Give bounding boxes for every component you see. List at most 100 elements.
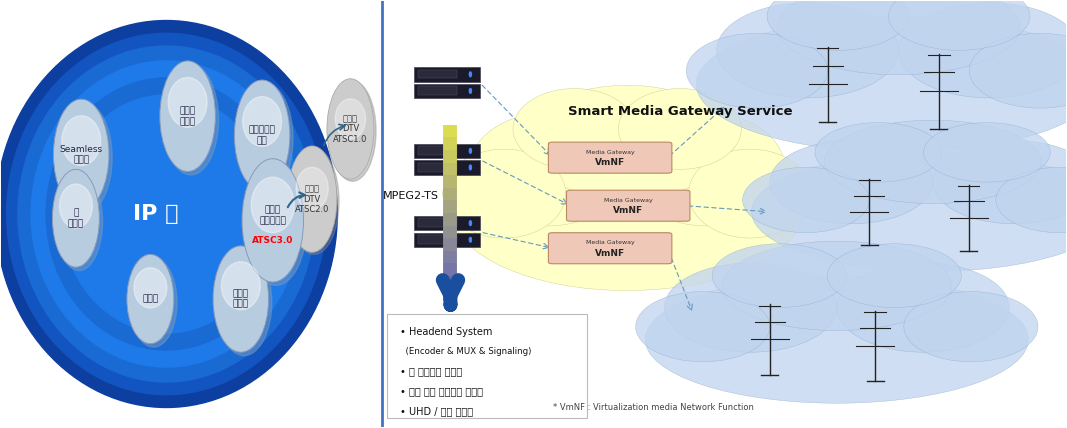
Ellipse shape — [751, 152, 1067, 271]
Text: Media Gateway: Media Gateway — [604, 198, 653, 203]
Ellipse shape — [769, 140, 933, 224]
Ellipse shape — [469, 89, 472, 93]
Ellipse shape — [777, 0, 1020, 75]
Ellipse shape — [46, 78, 287, 350]
Ellipse shape — [743, 167, 870, 233]
Ellipse shape — [469, 221, 472, 226]
Ellipse shape — [688, 149, 812, 238]
Ellipse shape — [163, 64, 219, 175]
Ellipse shape — [713, 244, 846, 308]
Ellipse shape — [646, 276, 1029, 403]
Ellipse shape — [169, 77, 207, 127]
Ellipse shape — [443, 149, 566, 238]
Ellipse shape — [924, 122, 1050, 182]
Ellipse shape — [889, 0, 1030, 50]
Ellipse shape — [827, 244, 961, 308]
FancyBboxPatch shape — [417, 163, 457, 172]
Ellipse shape — [722, 241, 952, 330]
FancyBboxPatch shape — [548, 233, 672, 264]
Text: ATSC3.0: ATSC3.0 — [252, 235, 293, 245]
Ellipse shape — [0, 21, 337, 407]
Ellipse shape — [222, 262, 260, 310]
Text: MPEG2-TS: MPEG2-TS — [382, 191, 439, 201]
Ellipse shape — [245, 162, 306, 285]
Ellipse shape — [287, 146, 337, 252]
Text: (Encoder & MUX & Signaling): (Encoder & MUX & Signaling) — [400, 347, 531, 356]
Text: • 초 실감방송 서비스: • 초 실감방송 서비스 — [400, 367, 463, 377]
Ellipse shape — [469, 238, 472, 242]
Ellipse shape — [296, 167, 329, 210]
Ellipse shape — [627, 113, 785, 226]
Ellipse shape — [686, 33, 828, 108]
FancyBboxPatch shape — [414, 84, 480, 98]
Text: Seamless
서비스: Seamless 서비스 — [60, 145, 102, 164]
Ellipse shape — [824, 120, 1041, 204]
Ellipse shape — [53, 99, 109, 210]
Ellipse shape — [665, 263, 837, 352]
FancyBboxPatch shape — [386, 314, 587, 418]
Text: VmNF: VmNF — [595, 249, 625, 258]
Text: 웹
서비스: 웹 서비스 — [68, 208, 84, 228]
FancyBboxPatch shape — [548, 142, 672, 173]
Ellipse shape — [335, 99, 366, 139]
FancyBboxPatch shape — [414, 233, 480, 247]
Ellipse shape — [619, 89, 742, 169]
Text: 지상파
DTV
ATSC2.0: 지상파 DTV ATSC2.0 — [294, 184, 330, 214]
Ellipse shape — [31, 61, 302, 367]
Ellipse shape — [522, 85, 733, 199]
Ellipse shape — [837, 263, 1009, 352]
Ellipse shape — [242, 159, 303, 282]
Ellipse shape — [636, 291, 769, 362]
Ellipse shape — [898, 3, 1067, 98]
Ellipse shape — [717, 3, 898, 98]
Ellipse shape — [513, 89, 636, 169]
Ellipse shape — [217, 249, 272, 356]
FancyBboxPatch shape — [417, 235, 457, 244]
FancyBboxPatch shape — [414, 144, 480, 158]
Text: Media Gateway: Media Gateway — [586, 240, 635, 245]
Text: VmNF: VmNF — [595, 158, 625, 167]
Ellipse shape — [469, 149, 472, 153]
FancyBboxPatch shape — [414, 160, 480, 175]
Ellipse shape — [61, 95, 271, 333]
Ellipse shape — [469, 165, 472, 170]
Ellipse shape — [933, 140, 1067, 224]
Text: 차세대
지상파방송: 차세대 지상파방송 — [259, 206, 286, 225]
Text: 세컨드
스크린: 세컨드 스크린 — [179, 107, 195, 126]
Text: Smart Media Gateway Service: Smart Media Gateway Service — [568, 105, 793, 119]
Ellipse shape — [815, 122, 942, 182]
Ellipse shape — [60, 184, 93, 228]
Ellipse shape — [235, 80, 290, 190]
Ellipse shape — [697, 16, 1067, 152]
Ellipse shape — [327, 79, 373, 179]
Ellipse shape — [62, 116, 100, 166]
Ellipse shape — [451, 129, 802, 291]
Ellipse shape — [55, 173, 102, 270]
Text: VmNF: VmNF — [614, 206, 643, 215]
Ellipse shape — [251, 177, 294, 233]
Ellipse shape — [57, 103, 112, 213]
Text: • 재난 안전 공공복지 서비스: • 재난 안전 공공복지 서비스 — [400, 386, 483, 397]
Text: 지상파
DTV
ATSC1.0: 지상파 DTV ATSC1.0 — [333, 114, 368, 144]
Ellipse shape — [130, 258, 177, 347]
FancyBboxPatch shape — [417, 86, 457, 95]
Text: * VmNF : Virtualization media Network Function: * VmNF : Virtualization media Network Fu… — [553, 403, 753, 412]
Ellipse shape — [242, 97, 282, 146]
FancyBboxPatch shape — [417, 69, 457, 78]
Text: 확장성: 확장성 — [142, 294, 158, 303]
FancyBboxPatch shape — [417, 146, 457, 155]
Ellipse shape — [6, 33, 327, 395]
Text: • UHD / 부가 서비스: • UHD / 부가 서비스 — [400, 407, 474, 416]
Ellipse shape — [996, 167, 1067, 233]
FancyBboxPatch shape — [417, 218, 457, 227]
Ellipse shape — [469, 72, 472, 77]
Ellipse shape — [52, 169, 99, 267]
Ellipse shape — [469, 113, 627, 226]
Ellipse shape — [134, 268, 166, 308]
Text: 모바일
서비스: 모바일 서비스 — [233, 289, 249, 309]
Ellipse shape — [238, 83, 293, 194]
FancyBboxPatch shape — [567, 190, 690, 221]
Ellipse shape — [127, 254, 174, 344]
Ellipse shape — [904, 291, 1038, 362]
Text: 브로드밴드
연동: 브로드밴드 연동 — [249, 126, 275, 145]
